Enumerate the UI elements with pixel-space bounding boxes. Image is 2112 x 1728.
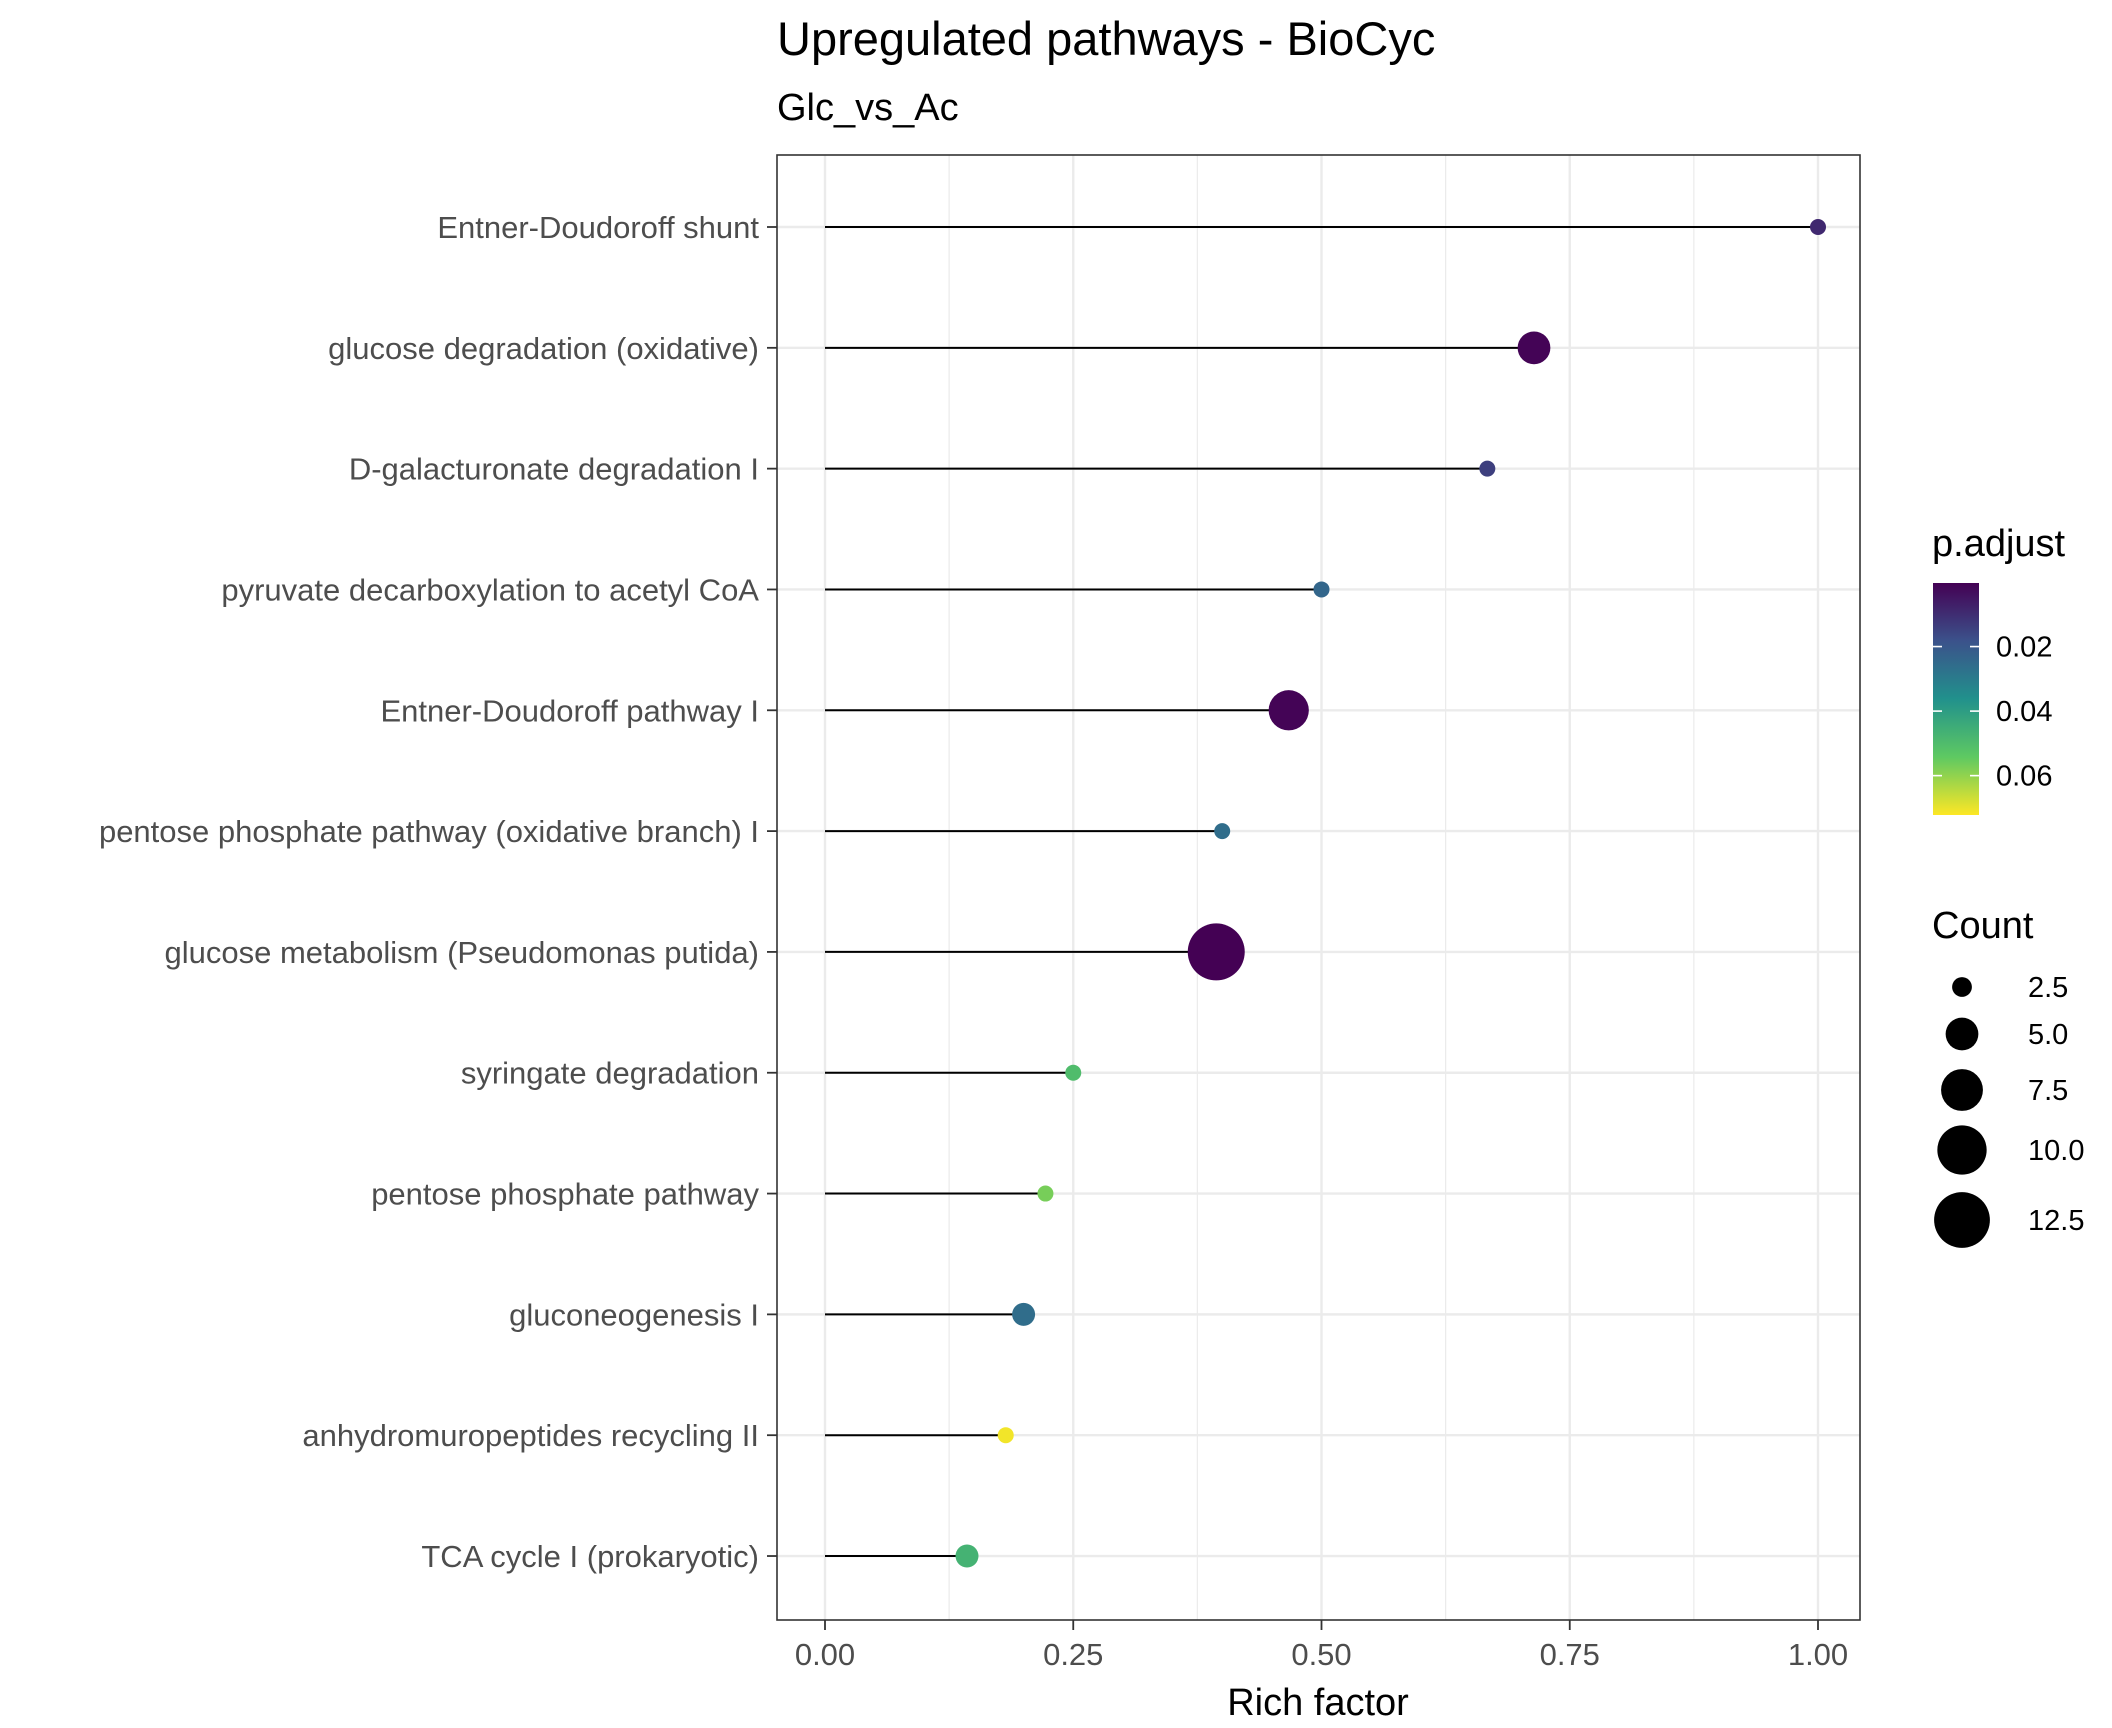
color-legend-title: p.adjust [1932,523,2066,565]
lollipop-point [997,1427,1014,1444]
y-tick-label: D-galacturonate degradation I [349,452,759,487]
color-bar-tick-label: 0.04 [1996,696,2052,728]
y-tick-label: glucose degradation (oxidative) [328,331,759,366]
lollipop-point [1012,1302,1036,1326]
size-legend-point [1941,1069,1983,1111]
x-tick-label: 0.50 [1291,1637,1351,1672]
size-legend-point [1937,1125,1987,1175]
size-legend-label: 2.5 [2028,972,2068,1004]
size-legend-point [1934,1192,1990,1248]
lollipop-point [1065,1064,1082,1081]
y-tick-label: glucose metabolism (Pseudomonas putida) [165,935,759,970]
x-tick-label: 1.00 [1788,1637,1848,1672]
lollipop-point [1037,1185,1054,1202]
x-tick-label: 0.00 [795,1637,855,1672]
y-tick-label: pentose phosphate pathway [371,1177,759,1212]
size-legend-label: 5.0 [2028,1019,2068,1051]
size-legend-point [1952,977,1972,997]
y-tick-label: gluconeogenesis I [509,1297,759,1332]
plot-panel [776,154,1861,1621]
lollipop-point [1214,823,1231,840]
color-bar-tick-label: 0.06 [1996,761,2052,793]
lollipop-point [1187,923,1245,981]
y-axis: Entner-Doudoroff shunt glucose degradatio… [99,210,777,1574]
size-legend-items: 2.5 5.0 7.5 10.0 12.5 [1934,972,2084,1248]
x-axis: 0.00 0.25 0.50 0.75 1.00 [795,1620,1848,1672]
x-axis-title: Rich factor [1227,1682,1409,1724]
panel-border [776,154,1861,1621]
y-tick-label: Entner-Doudoroff shunt [437,210,759,245]
color-bar [1933,583,1979,815]
color-legend: p.adjust 0.02 0.04 0.06 [1932,523,2066,815]
size-legend-label: 12.5 [2028,1205,2084,1237]
y-tick-label: pentose phosphate pathway (oxidative bra… [99,814,759,849]
data-marks [825,219,1826,1568]
lollipop-point [1810,219,1826,235]
y-tick-label: anhydromuropeptides recycling II [302,1418,759,1453]
lollipop-point [1517,331,1551,365]
size-legend-title: Count [1932,905,2034,947]
lollipop-point [955,1544,979,1568]
y-tick-label: Entner-Doudoroff pathway I [380,693,759,728]
x-tick-label: 0.25 [1043,1637,1103,1672]
panel-background [777,155,1860,1620]
color-bar-tick-label: 0.02 [1996,632,2052,664]
lollipop-point [1268,690,1309,731]
chart-title: Upregulated pathways - BioCyc [777,12,1435,65]
size-legend-label: 10.0 [2028,1135,2084,1167]
lollipop-point [1479,460,1496,477]
lollipop-point [1313,581,1330,598]
x-tick-label: 0.75 [1540,1637,1600,1672]
size-legend-label: 7.5 [2028,1075,2068,1107]
color-bar-ticks: 0.02 0.04 0.06 [1933,632,2052,793]
size-legend: Count 2.5 5.0 7.5 10.0 12.5 [1932,905,2084,1248]
size-legend-point [1945,1017,1979,1051]
y-tick-label: pyruvate decarboxylation to acetyl CoA [221,572,759,607]
chart-subtitle: Glc_vs_Ac [777,87,959,129]
y-tick-label: TCA cycle I (prokaryotic) [421,1539,759,1574]
y-tick-label: syringate degradation [461,1056,759,1091]
